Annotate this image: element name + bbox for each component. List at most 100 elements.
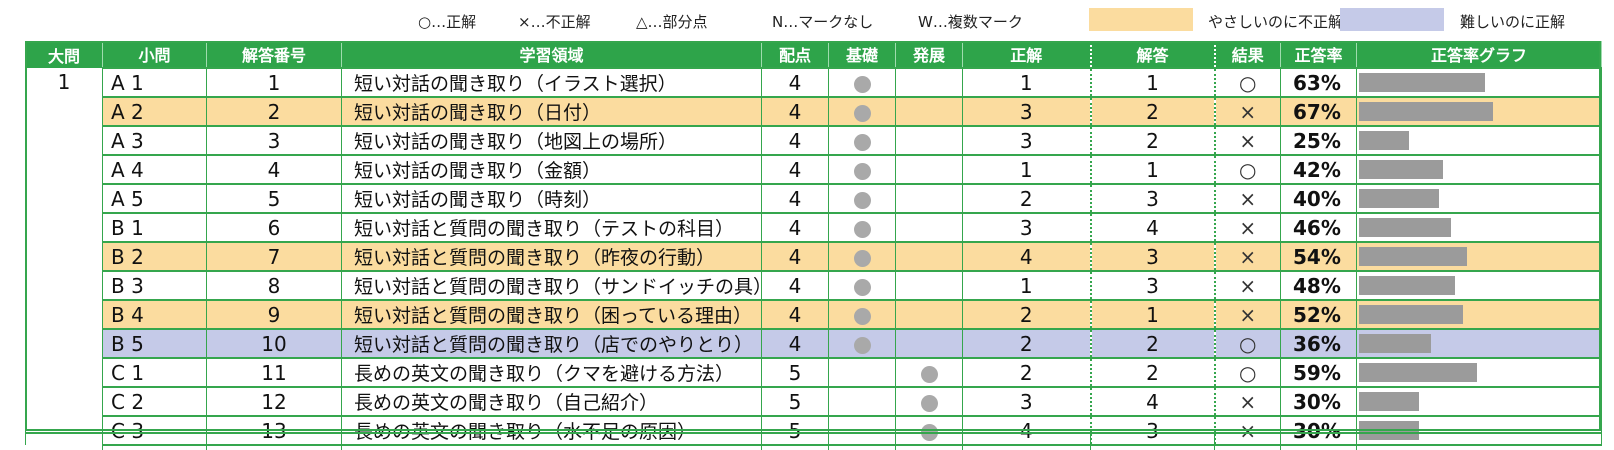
answer-no-cell: 8 — [206, 270, 342, 301]
rate-graph-cell — [1356, 154, 1602, 185]
advanced-cell — [895, 125, 963, 156]
area-cell: 短い対話の聞き取り（金額） — [341, 154, 762, 185]
answer-no-cell: 1 — [206, 67, 342, 98]
rate-graph-cell — [1356, 328, 1602, 359]
correct-cell: 1 — [962, 270, 1092, 301]
rate-cell: 46% — [1280, 212, 1357, 243]
rate-cell: 42% — [1280, 154, 1357, 185]
rate-bar — [1359, 73, 1485, 92]
rate-graph-cell — [1356, 183, 1602, 214]
rate-bar — [1359, 392, 1419, 411]
header-answer-no: 解答番号 — [206, 41, 342, 68]
rate-graph-cell — [1356, 241, 1602, 272]
basic-dot-icon — [853, 220, 871, 238]
answer-cell: 3 — [1090, 270, 1216, 301]
rate-bar — [1359, 363, 1477, 382]
basic-dot-icon — [853, 133, 871, 151]
shomon-cell: C 1 — [102, 357, 207, 388]
legend-hard-label: 難しいのに正解 — [1460, 13, 1566, 31]
answer-no-cell: 7 — [206, 241, 342, 272]
area-cell: 長めの英文の聞き取り（クマを避ける方法） — [341, 357, 762, 388]
rate-cell: 48% — [1280, 270, 1357, 301]
header-area: 学習領域 — [341, 41, 762, 68]
shomon-cell: A 3 — [102, 125, 207, 156]
points-cell: 4 — [761, 299, 829, 330]
result-cell: × — [1214, 96, 1281, 127]
basic-cell — [828, 299, 896, 330]
answer-no-cell: 12 — [206, 386, 342, 417]
area-cell: 短い対話の聞き取り（時刻） — [341, 183, 762, 214]
rate-graph-cell — [1356, 299, 1602, 330]
answer-no-cell: 3 — [206, 125, 342, 156]
rate-bar — [1359, 218, 1451, 237]
answer-cell: 2 — [1090, 96, 1216, 127]
points-cell: 4 — [761, 96, 829, 127]
points-cell: 4 — [761, 183, 829, 214]
answer-no-cell: 4 — [206, 154, 342, 185]
advanced-cell — [895, 357, 963, 388]
answer-cell: 3 — [1090, 241, 1216, 272]
rate-graph-cell — [1356, 386, 1602, 417]
advanced-dot-icon — [920, 394, 938, 412]
area-cell: 短い対話と質問の聞き取り（昨夜の行動） — [341, 241, 762, 272]
correct-cell: 3 — [962, 125, 1092, 156]
table-row: C 1 11 長めの英文の聞き取り（クマを避ける方法） 5 2 2 ○ 59% — [26, 357, 1602, 388]
answer-cell: 1 — [1090, 67, 1216, 98]
rate-bar — [1359, 247, 1467, 266]
correct-cell: 3 — [962, 386, 1092, 417]
table-row: B 1 6 短い対話と質問の聞き取り（テストの科目） 4 3 4 × 46% — [26, 212, 1602, 243]
correct-cell: 2 — [962, 328, 1092, 359]
header-shomon: 小問 — [102, 41, 207, 68]
area-cell: 短い対話と質問の聞き取り（テストの科目） — [341, 212, 762, 243]
rate-cell: 59% — [1280, 357, 1357, 388]
basic-cell — [828, 270, 896, 301]
advanced-cell — [895, 328, 963, 359]
table-row: B 5 10 短い対話と質問の聞き取り（店でのやりとり） 4 2 2 ○ 36% — [26, 328, 1602, 359]
shomon-cell: C 2 — [102, 386, 207, 417]
advanced-cell — [895, 154, 963, 185]
advanced-cell — [895, 299, 963, 330]
rate-graph-cell — [1356, 357, 1602, 388]
points-cell: 4 — [761, 212, 829, 243]
header-points: 配点 — [761, 41, 829, 68]
answer-cell: 4 — [1090, 212, 1216, 243]
result-cell: × — [1214, 241, 1281, 272]
legend-easy-label: やさしいのに不正解 — [1208, 13, 1344, 31]
rate-bar — [1359, 276, 1455, 295]
result-cell: ○ — [1214, 154, 1281, 185]
basic-cell — [828, 125, 896, 156]
answer-cell: 4 — [1090, 386, 1216, 417]
shomon-cell: B 2 — [102, 241, 207, 272]
correct-cell: 1 — [962, 154, 1092, 185]
result-cell: × — [1214, 212, 1281, 243]
legend-incorrect: ×…不正解 — [518, 13, 591, 31]
rate-cell: 30% — [1280, 386, 1357, 417]
area-cell: 短い対話と質問の聞き取り（サンドイッチの具） — [341, 270, 762, 301]
area-cell: 短い対話と質問の聞き取り（困っている理由） — [341, 299, 762, 330]
result-cell: × — [1214, 125, 1281, 156]
shomon-cell: B 4 — [102, 299, 207, 330]
legend-multi-mark: W…複数マーク — [918, 13, 1023, 31]
basic-cell — [828, 183, 896, 214]
area-cell: 短い対話の聞き取り（日付） — [341, 96, 762, 127]
header-basic: 基礎 — [828, 41, 896, 68]
points-cell: 4 — [761, 328, 829, 359]
basic-dot-icon — [853, 249, 871, 267]
legend-no-mark: N…マークなし — [772, 13, 874, 31]
correct-cell: 2 — [962, 299, 1092, 330]
rate-graph-cell — [1356, 212, 1602, 243]
header-answer: 解答 — [1090, 41, 1216, 68]
shomon-cell: B 3 — [102, 270, 207, 301]
points-cell: 5 — [761, 357, 829, 388]
basic-cell — [828, 357, 896, 388]
result-cell: ○ — [1214, 357, 1281, 388]
rate-graph-cell — [1356, 96, 1602, 127]
header-correct: 正解 — [962, 41, 1092, 68]
points-cell: 4 — [761, 67, 829, 98]
answer-no-cell: 9 — [206, 299, 342, 330]
rate-cell: 67% — [1280, 96, 1357, 127]
answer-no-cell: 11 — [206, 357, 342, 388]
table-row: A 3 3 短い対話の聞き取り（地図上の場所） 4 3 2 × 25% — [26, 125, 1602, 156]
result-cell: × — [1214, 299, 1281, 330]
